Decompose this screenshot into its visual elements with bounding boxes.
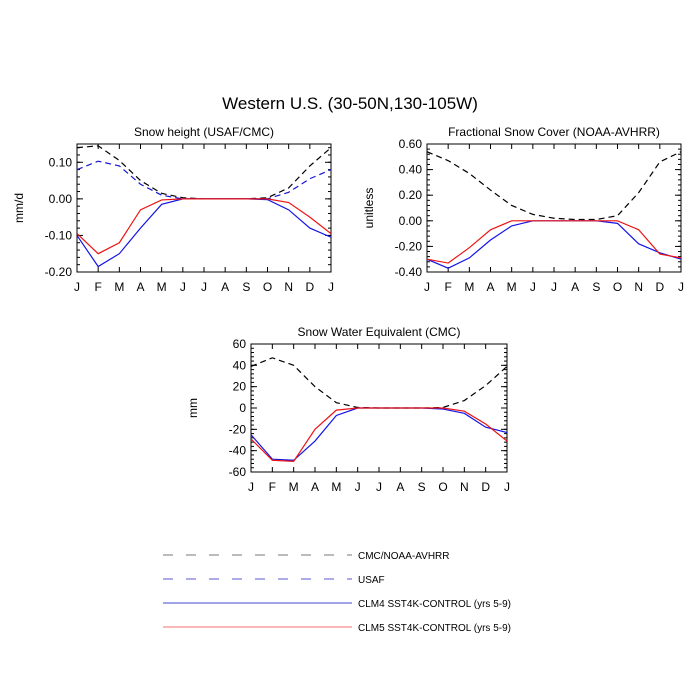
legend: CMC/NOAA-AVHRR USAF CLM4 SST4K-CONTROL (yr… xyxy=(163,551,511,634)
x-tick-label: M xyxy=(114,280,124,294)
x-tick-label: D xyxy=(305,280,314,294)
y-axis-label: mm/d xyxy=(12,193,26,223)
y-tick-label: 0.00 xyxy=(49,192,73,206)
y-tick-label: -40 xyxy=(229,444,247,458)
y-tick-label: -0.20 xyxy=(45,265,73,279)
legend-label: USAF xyxy=(358,575,385,586)
x-tick-label: J xyxy=(328,280,334,294)
series-line-clm5-sst4k-control-yrs-5-9- xyxy=(77,198,331,255)
x-tick-label: J xyxy=(530,280,536,294)
x-tick-label: F xyxy=(444,280,451,294)
legend-label: CLM4 SST4K-CONTROL (yrs 5-9) xyxy=(358,599,511,610)
x-tick-label: J xyxy=(551,280,557,294)
y-axis-label: unitless xyxy=(362,188,376,229)
panel-title: Snow height (USAF/CMC) xyxy=(134,125,274,139)
x-tick-label: M xyxy=(507,280,517,294)
panel-title: Snow Water Equivalent (CMC) xyxy=(298,325,461,339)
x-tick-label: J xyxy=(504,480,510,494)
x-tick-label: J xyxy=(74,280,80,294)
x-tick-label: M xyxy=(289,480,299,494)
x-tick-label: A xyxy=(396,480,404,494)
y-tick-label: 0.20 xyxy=(399,188,423,202)
x-tick-label: J xyxy=(678,280,684,294)
legend-label: CMC/NOAA-AVHRR xyxy=(358,551,449,562)
x-tick-label: F xyxy=(269,480,276,494)
x-tick-label: J xyxy=(180,280,186,294)
x-tick-label: A xyxy=(221,280,229,294)
series-line-clm5-sst4k-control-yrs-5-9- xyxy=(251,407,507,462)
y-tick-label: 0.00 xyxy=(399,214,423,228)
x-tick-label: A xyxy=(311,480,319,494)
x-tick-label: J xyxy=(201,280,207,294)
x-tick-label: J xyxy=(376,480,382,494)
series-line-cmc-noaa-avhrr xyxy=(427,151,681,221)
x-tick-label: J xyxy=(424,280,430,294)
x-tick-label: M xyxy=(331,480,341,494)
x-tick-label: S xyxy=(242,280,250,294)
chart-panels: Snow height (USAF/CMC)J F M A M J J A S O N D J-0.20… xyxy=(12,125,684,494)
y-tick-label: -20 xyxy=(229,422,247,436)
x-tick-label: A xyxy=(136,280,144,294)
y-tick-label: 0 xyxy=(239,401,246,415)
x-tick-label: A xyxy=(571,280,579,294)
x-tick-label: S xyxy=(592,280,600,294)
x-tick-label: D xyxy=(655,280,664,294)
x-tick-label: J xyxy=(355,480,361,494)
y-tick-label: -0.40 xyxy=(395,265,423,279)
x-tick-label: O xyxy=(438,480,447,494)
y-tick-label: -60 xyxy=(229,465,247,479)
x-tick-label: N xyxy=(460,480,469,494)
x-tick-label: J xyxy=(248,480,254,494)
figure-title: Western U.S. (30-50N,130-105W) xyxy=(222,94,478,113)
chart-panel-3: Snow Water Equivalent (CMC)J F M A M J J A S O N D J… xyxy=(186,325,510,494)
y-tick-label: 20 xyxy=(233,380,247,394)
y-tick-label: 0.40 xyxy=(399,163,423,177)
series-line-clm5-sst4k-control-yrs-5-9- xyxy=(427,220,681,264)
x-tick-label: N xyxy=(634,280,643,294)
x-tick-label: S xyxy=(418,480,426,494)
x-tick-label: O xyxy=(613,280,622,294)
legend-label: CLM5 SST4K-CONTROL (yrs 5-9) xyxy=(358,623,511,634)
x-tick-label: M xyxy=(464,280,474,294)
x-tick-label: M xyxy=(157,280,167,294)
y-tick-label: -0.20 xyxy=(395,239,423,253)
x-tick-label: F xyxy=(94,280,101,294)
chart-panel-2: Fractional Snow Cover (NOAA-AVHRR)J F M A M J… xyxy=(362,125,684,294)
y-tick-label: 0.60 xyxy=(399,137,423,151)
x-tick-label: D xyxy=(481,480,490,494)
y-axis-label: mm xyxy=(186,398,200,418)
y-tick-label: 40 xyxy=(233,358,247,372)
y-tick-label: 60 xyxy=(233,337,247,351)
x-tick-label: N xyxy=(284,280,293,294)
chart-panel-1: Snow height (USAF/CMC)J F M A M J J A S O N D J-0.20… xyxy=(12,125,334,294)
panel-title: Fractional Snow Cover (NOAA-AVHRR) xyxy=(448,125,660,139)
x-tick-label: A xyxy=(486,280,494,294)
y-tick-label: 0.10 xyxy=(49,155,73,169)
series-line-usaf xyxy=(77,160,331,200)
y-tick-label: -0.10 xyxy=(45,228,73,242)
x-tick-label: O xyxy=(263,280,272,294)
